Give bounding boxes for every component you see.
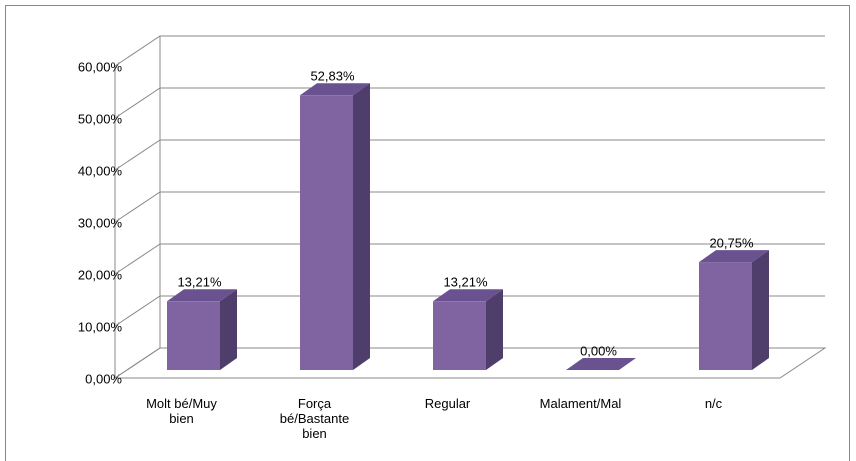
data-label: 52,83% — [310, 69, 355, 84]
data-label: 0,00% — [580, 343, 617, 358]
bar — [167, 301, 220, 370]
bar-top — [566, 358, 636, 370]
x-tick-label: Malament/Mal — [540, 396, 622, 411]
y-tick-label: 50,00% — [78, 111, 123, 126]
grid-line — [114, 35, 825, 67]
bar-side — [486, 289, 503, 370]
x-tick-label: n/c — [705, 396, 723, 411]
bar-side — [220, 289, 237, 370]
bar — [699, 262, 752, 370]
y-tick-label: 60,00% — [78, 59, 123, 74]
grid-line — [114, 139, 825, 171]
x-tick-label: Molt bé/Muy bien — [146, 396, 217, 426]
y-tick-label: 0,00% — [85, 371, 122, 386]
x-tick-label: Força bé/Bastante bien — [280, 396, 349, 441]
x-tick-label: Regular — [425, 396, 471, 411]
bar-side — [353, 83, 370, 370]
bar-top — [699, 250, 769, 263]
bar — [433, 301, 486, 370]
grid-line — [114, 347, 825, 379]
bar-top — [167, 289, 237, 302]
y-tick-label: 40,00% — [78, 163, 123, 178]
data-label: 20,75% — [709, 236, 754, 251]
y-tick-label: 10,00% — [78, 319, 123, 334]
grid-line — [114, 191, 825, 223]
chart-border — [5, 5, 850, 461]
bar-side — [752, 250, 769, 370]
grid-line — [114, 87, 825, 119]
data-label: 13,21% — [177, 275, 222, 290]
y-tick-label: 30,00% — [78, 215, 123, 230]
y-tick-label: 20,00% — [78, 267, 123, 282]
grid-line — [114, 243, 825, 275]
bar-top — [433, 289, 503, 302]
grid-line — [114, 295, 825, 327]
data-label: 13,21% — [443, 275, 488, 290]
bar — [300, 95, 353, 370]
bar-top — [300, 83, 370, 96]
